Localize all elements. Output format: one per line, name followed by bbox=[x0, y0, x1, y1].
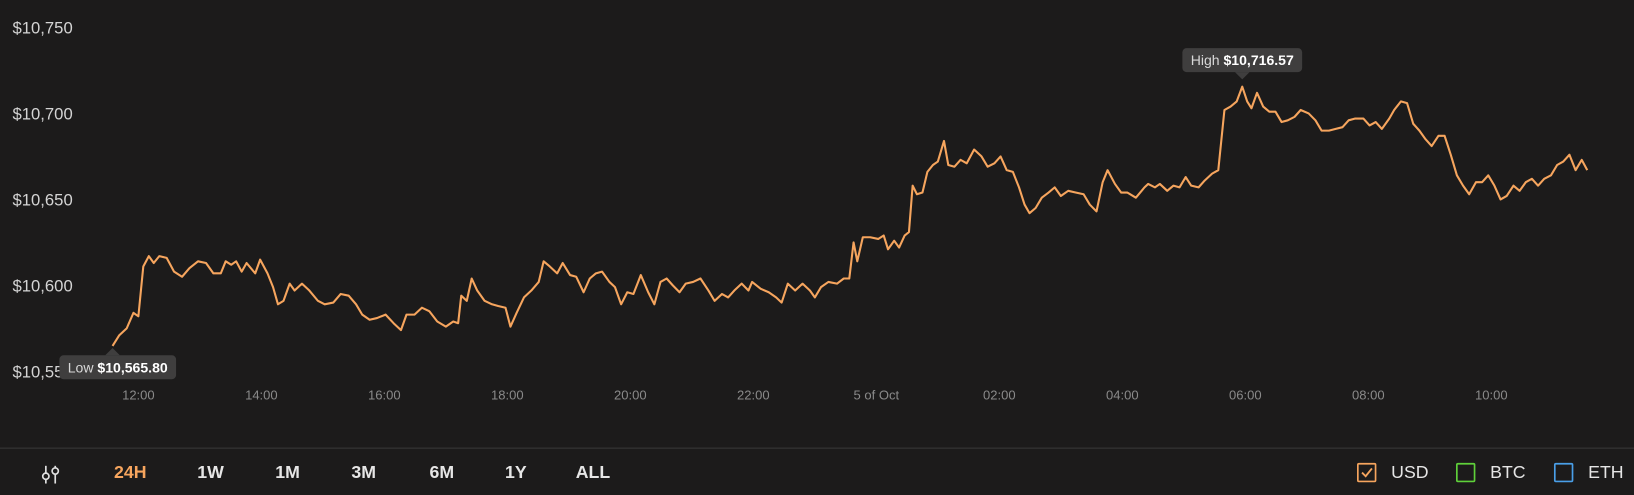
tooltip-box bbox=[1182, 48, 1303, 73]
icon-knob bbox=[51, 467, 60, 475]
x-tick-label: 04:00 bbox=[1106, 387, 1139, 402]
chart-type-icon[interactable] bbox=[41, 465, 60, 484]
tooltip-label: Low bbox=[68, 359, 95, 375]
y-tick-label: $10,700 bbox=[13, 105, 73, 124]
x-tick-label: 10:00 bbox=[1475, 387, 1508, 402]
x-tick-label: 16:00 bbox=[368, 387, 401, 402]
x-tick-label: 14:00 bbox=[245, 387, 278, 402]
currency-toggle[interactable]: USD bbox=[1357, 462, 1429, 483]
x-tick-label: 18:00 bbox=[491, 387, 524, 402]
tooltip-pointer bbox=[105, 347, 120, 356]
range-button[interactable]: ALL bbox=[576, 462, 611, 482]
tooltip-text: Low $10,565.80 bbox=[68, 359, 168, 375]
y-tick-label: $10,750 bbox=[13, 19, 73, 38]
range-button[interactable]: 1Y bbox=[505, 462, 527, 482]
currency-toggle[interactable]: BTC bbox=[1456, 462, 1526, 483]
x-tick-label: 5 of Oct bbox=[854, 387, 900, 402]
y-tick-label: $10,600 bbox=[13, 277, 73, 296]
checkbox bbox=[1357, 462, 1377, 483]
y-tick-label: $10,550 bbox=[13, 362, 73, 381]
tooltip-text: High $10,716.57 bbox=[1191, 52, 1294, 68]
tooltip-box bbox=[59, 355, 177, 380]
x-tick-label: 02:00 bbox=[983, 387, 1016, 402]
legend-label: BTC bbox=[1490, 462, 1526, 482]
range-button[interactable]: 3M bbox=[351, 462, 376, 482]
tooltip: Low $10,565.80 bbox=[59, 347, 177, 380]
range-button[interactable]: 24H bbox=[114, 462, 146, 482]
currency-toggle[interactable]: ETH bbox=[1553, 462, 1624, 483]
toolbar: 24H 1W 1M 3M 6M 1Y ALL USD BTC ETH bbox=[114, 462, 1624, 483]
legend-label: ETH bbox=[1588, 462, 1623, 482]
price-line bbox=[111, 85, 1589, 347]
icon-knob bbox=[41, 472, 50, 481]
tooltip-value: $10,716.57 bbox=[1224, 52, 1294, 68]
tooltip-value: $10,565.80 bbox=[97, 359, 167, 375]
range-button[interactable]: 6M bbox=[430, 462, 455, 482]
checkbox bbox=[1553, 462, 1574, 483]
x-tick-label: 20:00 bbox=[614, 387, 647, 402]
tooltip: High $10,716.57 bbox=[1182, 48, 1303, 80]
checkbox bbox=[1456, 462, 1476, 483]
x-tick-label: 08:00 bbox=[1352, 387, 1385, 402]
tooltip-label: High bbox=[1191, 52, 1220, 68]
x-tick-label: 12:00 bbox=[122, 387, 155, 402]
plot-area: 12:00 14:00 16:00 18:00 20:00 22:00 5 of Oct 02… bbox=[13, 19, 1589, 402]
y-tick-label: $10,650 bbox=[13, 191, 73, 210]
x-tick-label: 22:00 bbox=[737, 387, 770, 402]
tooltip-pointer bbox=[1234, 72, 1250, 80]
checkmark bbox=[1361, 467, 1373, 478]
x-tick-label: 06:00 bbox=[1229, 387, 1262, 402]
range-button[interactable]: 1W bbox=[197, 462, 224, 482]
range-button[interactable]: 1M bbox=[275, 462, 300, 482]
legend-label: USD bbox=[1391, 462, 1428, 482]
